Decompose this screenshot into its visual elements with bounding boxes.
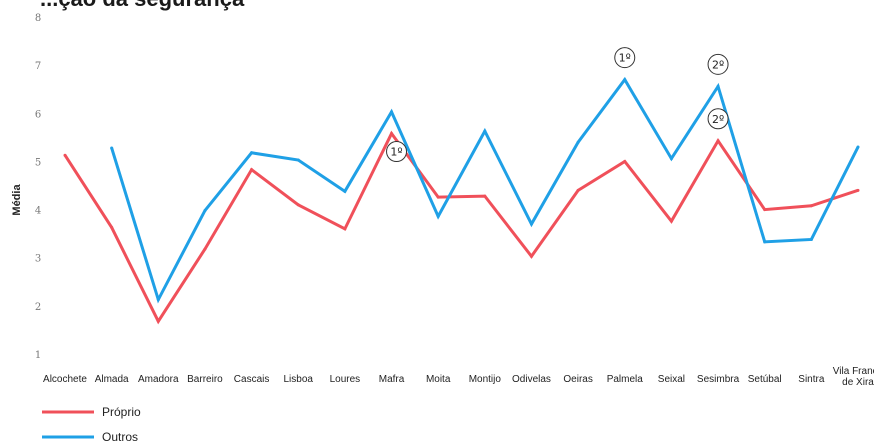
data-point-proprio: [250, 168, 254, 172]
data-point-proprio: [856, 188, 860, 192]
data-point-outros: [529, 222, 533, 226]
data-point-proprio: [809, 204, 813, 208]
data-point-outros: [669, 157, 673, 161]
x-tick-label: Lisboa: [284, 374, 314, 385]
y-tick-label: 6: [35, 109, 41, 120]
y-tick-label: 5: [35, 157, 41, 168]
data-point-outros: [250, 151, 254, 155]
data-point-proprio: [156, 319, 160, 323]
rank-badge: 1º: [614, 47, 636, 69]
series-lines: [63, 76, 860, 325]
x-tick-label: Almada: [95, 374, 129, 385]
x-tick-label: Sintra: [798, 374, 825, 385]
data-point-outros: [110, 146, 114, 150]
legend-label-outros: Outros: [102, 430, 138, 444]
x-tick-label: Vila Francade Xira: [833, 366, 874, 388]
x-tick-label: Loures: [330, 374, 361, 385]
data-point-outros: [483, 129, 487, 133]
rank-annotations: 1º 1º 2º 2º: [386, 47, 729, 163]
data-point-proprio: [63, 153, 67, 157]
data-point-proprio: [623, 159, 627, 163]
x-tick-label: Setúbal: [748, 374, 782, 385]
data-point-outros: [203, 209, 207, 213]
rank-label: 1º: [619, 52, 631, 65]
data-point-proprio: [343, 227, 347, 231]
rank-badge: 2º: [707, 53, 729, 75]
rank-badge: 2º: [707, 108, 729, 130]
legend-label-proprio: Próprio: [102, 405, 141, 419]
x-tick-label: Odivelas: [512, 374, 551, 385]
data-point-proprio: [110, 225, 114, 229]
y-axis-label: Média: [11, 184, 23, 216]
data-point-proprio: [390, 132, 394, 136]
data-point-proprio: [436, 195, 440, 199]
rank-circle: [614, 47, 636, 69]
rank-label: 2º: [712, 113, 724, 126]
x-tick-label: Amadora: [138, 374, 179, 385]
x-tick-label: Mafra: [379, 374, 405, 385]
data-point-outros: [623, 78, 627, 82]
data-point-outros: [296, 158, 300, 162]
data-point-proprio: [669, 219, 673, 223]
y-tick-label: 4: [35, 206, 41, 217]
x-axis-ticks: Alcochete Almada Amadora Barreiro Cascais Lis…: [43, 366, 874, 388]
data-point-outros: [156, 298, 160, 302]
data-point-outros: [390, 110, 394, 114]
x-tick-label: Montijo: [469, 374, 502, 385]
data-point-proprio: [763, 208, 767, 212]
data-point-proprio: [716, 139, 720, 143]
x-tick-label: Palmela: [607, 374, 644, 385]
x-tick-label: Cascais: [234, 374, 270, 385]
data-point-proprio: [529, 254, 533, 258]
data-point-outros: [436, 214, 440, 218]
series-line-proprio: [63, 130, 859, 325]
y-tick-label: 3: [35, 254, 41, 265]
y-tick-label: 7: [35, 61, 41, 72]
rank-label: 2º: [712, 58, 724, 71]
data-point-outros: [763, 240, 767, 244]
rank-badge: 1º: [386, 141, 408, 163]
data-point-proprio: [483, 194, 487, 198]
series-line-outros: [110, 76, 860, 304]
rank-circle: [707, 53, 729, 75]
y-tick-label: 1: [35, 350, 41, 361]
rank-label: 1º: [390, 146, 402, 159]
x-tick-label: Oeiras: [563, 374, 592, 385]
rank-circle: [386, 141, 408, 163]
legend: Próprio Outros: [42, 405, 141, 444]
data-point-outros: [576, 140, 580, 144]
data-point-outros: [343, 189, 347, 193]
x-tick-label: Alcochete: [43, 374, 87, 385]
y-tick-label: 8: [35, 13, 41, 24]
x-tick-label: Sesimbra: [697, 374, 740, 385]
data-point-proprio: [576, 188, 580, 192]
data-point-outros: [809, 237, 813, 241]
data-point-proprio: [296, 203, 300, 207]
x-tick-label: Seixal: [658, 374, 685, 385]
x-tick-label: Barreiro: [187, 374, 223, 385]
x-tick-label: Moita: [426, 374, 451, 385]
data-point-outros: [856, 145, 860, 149]
chart-title: ...ção da segurança: [40, 0, 245, 11]
y-tick-label: 2: [35, 302, 41, 313]
rank-circle: [707, 108, 729, 130]
y-axis-ticks: 1 2 3 4 5 6 7 8: [35, 13, 41, 361]
data-point-proprio: [203, 247, 207, 251]
data-point-outros: [716, 84, 720, 88]
